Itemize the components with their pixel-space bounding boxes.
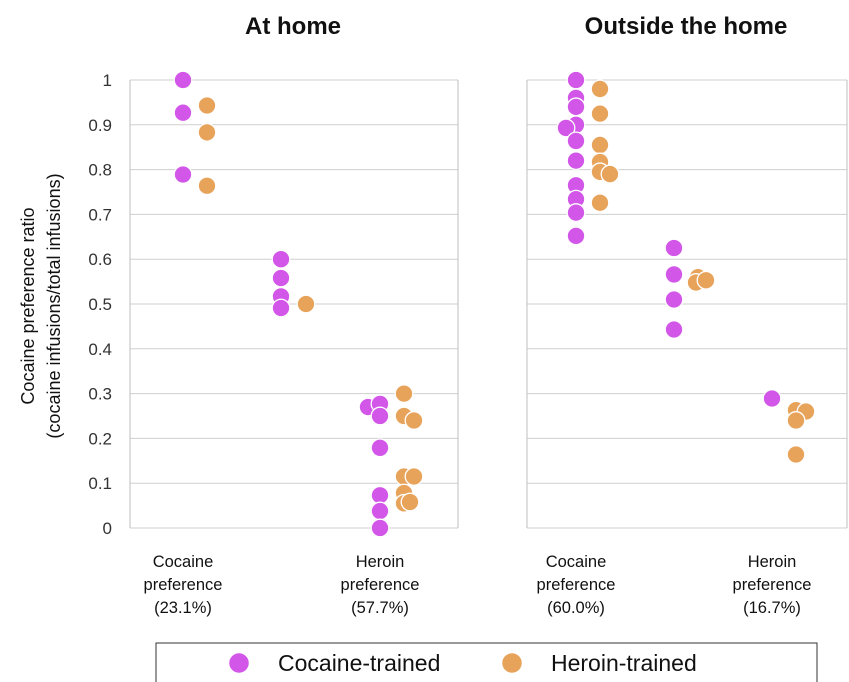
data-point-cocaine-trained [664,320,684,339]
data-point-heroin-trained [600,164,620,184]
data-point-heroin-trained [197,96,217,115]
data-point-cocaine-trained [566,70,586,90]
data-point-cocaine-trained [370,518,390,538]
data-points [556,70,816,464]
data-point-cocaine-trained [370,438,390,458]
panel-at-home: At home Cocaine preference (23.1%) Heroin pr… [129,13,459,617]
y-tick-label: 0.8 [88,161,112,180]
data-point-heroin-trained [404,467,424,486]
panel-outside-home: Outside the home Cocaine preference (60.0%… [526,13,848,617]
category-label: (60.0%) [547,599,605,617]
data-point-heroin-trained [786,445,806,464]
data-point-heroin-trained [404,411,424,430]
data-point-cocaine-trained [370,406,390,426]
data-point-heroin-trained [590,193,610,213]
legend-box [155,642,818,682]
legend-label-cocaine-trained: Cocaine-trained [278,650,440,676]
y-tick-label: 1 [103,71,112,90]
category-label: (16.7%) [743,599,801,617]
category-label: preference [733,576,812,594]
legend-marker-cocaine-trained [227,651,251,675]
panel-title: At home [245,13,341,40]
data-point-cocaine-trained [664,290,684,309]
y-tick-label: 0.9 [88,116,112,135]
data-point-heroin-trained [786,411,806,430]
data-point-cocaine-trained [664,264,684,284]
data-point-cocaine-trained [664,238,684,258]
data-point-cocaine-trained [271,249,291,269]
legend-marker-heroin-trained [500,651,524,675]
data-point-cocaine-trained [173,165,193,184]
data-points [173,70,424,538]
y-tick-label: 0.4 [88,340,112,359]
data-point-cocaine-trained [566,97,586,117]
y-axis-label-line2: (cocaine infusions/total infusions) [44,173,64,438]
data-point-heroin-trained [197,122,217,142]
category-label: Cocaine [546,553,607,571]
y-axis-label-line1: Cocaine preference ratio [18,207,38,404]
data-point-heroin-trained [590,135,610,155]
data-point-heroin-trained [590,79,610,99]
data-point-cocaine-trained [566,226,586,246]
data-point-cocaine-trained [566,151,586,171]
data-point-cocaine-trained [271,298,291,318]
y-tick-label: 0.6 [88,250,112,269]
data-point-cocaine-trained [556,118,576,138]
category-label: (57.7%) [351,599,409,617]
data-point-heroin-trained [696,270,716,290]
data-point-cocaine-trained [173,70,193,90]
legend-label-heroin-trained: Heroin-trained [551,650,697,676]
category-label: (23.1%) [154,599,212,617]
y-axis-label: Cocaine preference ratio (cocaine infusi… [18,173,64,438]
category-labels: Cocaine preference (23.1%) Heroin preference… [144,553,420,617]
y-axis-ticks: 0 0.1 0.2 0.3 0.4 0.5 0.6 0.7 0.8 0.9 1 [88,71,112,538]
data-point-cocaine-trained [370,485,390,505]
category-label: preference [537,576,616,594]
category-label: Heroin [748,553,797,571]
category-labels: Cocaine preference (60.0%) Heroin preference… [537,553,812,617]
data-point-cocaine-trained [762,389,782,408]
y-tick-label: 0.5 [88,295,112,314]
data-point-heroin-trained [590,104,610,124]
data-point-cocaine-trained [173,103,193,123]
y-tick-label: 0 [103,519,112,538]
gridlines [129,79,459,529]
data-point-heroin-trained [394,384,414,404]
y-tick-label: 0.2 [88,429,112,448]
data-point-heroin-trained [400,492,420,512]
legend: Cocaine-trained Heroin-trained [155,642,818,682]
data-point-heroin-trained [197,176,217,196]
category-label: Cocaine [153,553,214,571]
y-tick-label: 0.7 [88,205,112,224]
y-tick-label: 0.1 [88,474,112,493]
category-label: preference [341,576,420,594]
category-label: preference [144,576,223,594]
data-point-cocaine-trained [566,131,586,151]
data-point-cocaine-trained [271,268,291,288]
data-point-heroin-trained [296,294,316,314]
data-point-cocaine-trained [370,501,390,521]
category-label: Heroin [356,553,405,571]
data-point-cocaine-trained [566,203,586,223]
panel-title: Outside the home [585,13,788,40]
y-tick-label: 0.3 [88,385,112,404]
